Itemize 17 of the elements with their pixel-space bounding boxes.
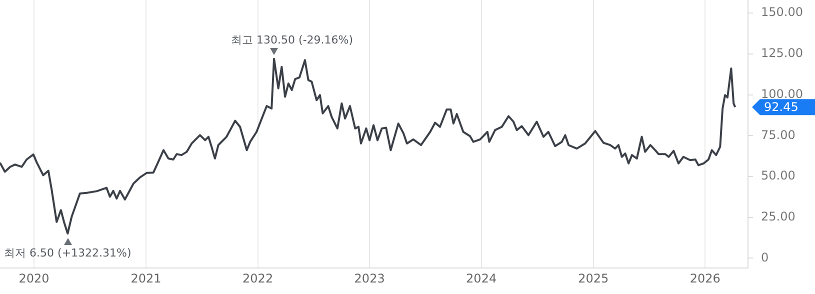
x-tick-label: 2026 — [690, 271, 720, 286]
y-tick-label: 50.00 — [761, 168, 796, 183]
y-tick-label: 0 — [761, 250, 769, 264]
x-tick-label: 2022 — [242, 271, 274, 286]
x-tick-label: 2021 — [130, 271, 162, 286]
y-tick-label: 25.00 — [761, 209, 796, 224]
annotation: 최고 130.50 (-29.16%) — [231, 34, 354, 47]
text: 92.45 — [764, 100, 798, 114]
y-tick-label: 125.00 — [761, 46, 803, 60]
y-tick-label: 75.00 — [761, 128, 796, 142]
y-tick-label: 100.00 — [761, 86, 803, 101]
x-tick-label: 2025 — [578, 271, 609, 286]
annotation: 최저 6.50 (+1322.31%) — [4, 246, 132, 260]
y-tick-label: 150.00 — [761, 5, 803, 20]
x-tick-label: 2024 — [466, 271, 497, 286]
x-tick-label: 2020 — [18, 271, 50, 286]
x-tick-label: 2023 — [354, 271, 385, 286]
